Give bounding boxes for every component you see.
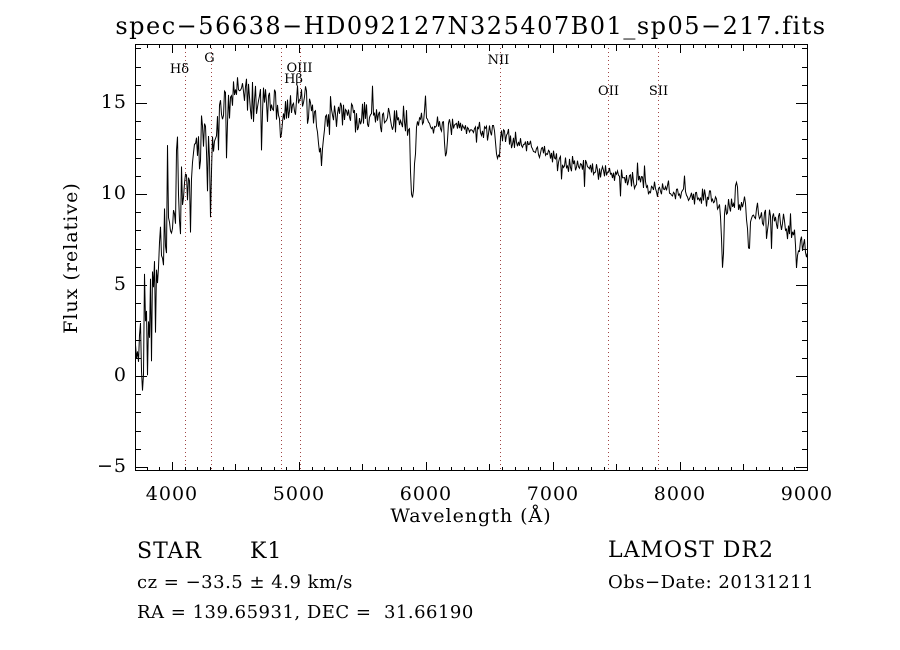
object-class-text: STAR K1	[137, 539, 283, 564]
spectral-line-label: Hβ	[284, 72, 303, 87]
spectral-line-label: NII	[487, 53, 510, 68]
x-tick-label: 7000	[526, 483, 580, 505]
x-axis-label: Wavelength (Å)	[390, 505, 552, 527]
spectrum-trace	[135, 77, 808, 391]
axis-ticks	[135, 44, 808, 471]
y-axis-label: Flux (relative)	[60, 182, 82, 334]
spectral-line-label: OII	[598, 84, 619, 99]
y-tick-label: 0	[113, 363, 127, 386]
spectral-line-label: SII	[648, 84, 669, 99]
y-tick-label: 5	[113, 272, 127, 295]
plot-title: spec−56638−HD092127N325407B01_sp05−217.f…	[115, 12, 827, 40]
y-tick-label: −5	[96, 454, 127, 477]
x-tick-label: 9000	[780, 483, 834, 505]
x-tick-label: 5000	[272, 483, 326, 505]
survey-text: LAMOST DR2	[608, 538, 774, 563]
y-tick-label: 10	[100, 181, 127, 204]
radec-text: RA = 139.65931, DEC = 31.66190	[137, 602, 474, 623]
x-tick-label: 8000	[653, 483, 707, 505]
x-tick-label: 4000	[145, 483, 199, 505]
cz-text: cz = −33.5 ± 4.9 km/s	[137, 572, 353, 593]
obsdate-text: Obs−Date: 20131211	[608, 572, 815, 593]
x-tick-label: 6000	[399, 483, 453, 505]
spectral-line-label: Hδ	[169, 62, 190, 77]
spectral-line-label: OIII	[286, 61, 313, 76]
spectral-line-label: G	[204, 51, 215, 66]
y-tick-label: 15	[100, 90, 127, 113]
plot-frame	[135, 44, 808, 471]
